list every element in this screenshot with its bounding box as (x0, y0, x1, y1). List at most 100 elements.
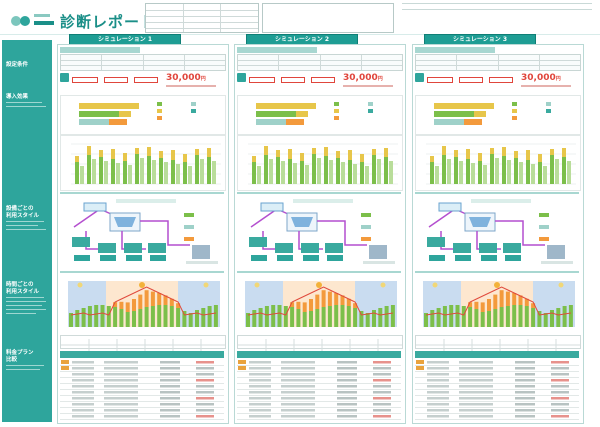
month-bar-light (257, 166, 261, 184)
month-bar-yellow (502, 147, 506, 156)
hour-bar (207, 306, 212, 327)
month-bar-green (111, 159, 115, 184)
hour-bar (81, 308, 86, 327)
month-bar-green (195, 155, 199, 184)
solar-bar (163, 295, 168, 305)
month-bar-green (87, 155, 91, 184)
month-bar-green (384, 157, 388, 184)
hour-bar (132, 311, 136, 327)
device-flow-diagram (415, 197, 579, 269)
solar-bar (468, 302, 473, 307)
month-bar-yellow (87, 146, 91, 155)
hour-bar (430, 310, 435, 327)
hour-bar (315, 309, 320, 327)
month-bar-yellow (550, 149, 554, 155)
month-bar-light (269, 159, 273, 184)
month-bar-yellow (135, 148, 139, 154)
month-bar-green (550, 155, 554, 184)
month-bar-yellow (183, 154, 187, 162)
month-bar-light (471, 163, 475, 184)
hour-bar (271, 305, 276, 327)
hour-bar (182, 311, 187, 327)
site-url (402, 3, 592, 10)
conditions-grid (415, 54, 581, 71)
hour-bar (302, 312, 307, 327)
monthly-bar-chart (415, 135, 581, 191)
month-bar-green (324, 156, 328, 184)
hour-bar (195, 310, 199, 327)
hour-bar (188, 313, 193, 327)
month-bar-light (281, 161, 285, 184)
stacked-bar-chart (415, 95, 581, 135)
house-icon (60, 73, 69, 82)
solar-bar (487, 299, 491, 311)
hour-bar (461, 306, 466, 327)
hour-bar (378, 308, 383, 327)
month-bar-light (459, 161, 463, 184)
month-bar-green (252, 162, 256, 184)
house-icon (237, 73, 246, 82)
solar-bar (315, 294, 320, 309)
plan-table-header (237, 351, 401, 358)
month-bar-yellow (430, 156, 434, 162)
month-bar-green (183, 162, 187, 184)
month-bar-yellow (276, 150, 280, 157)
month-bar-green (312, 154, 316, 184)
month-bar-light (353, 164, 357, 184)
section-device-style-2: 利用スタイル (6, 213, 40, 219)
hour-bar (252, 310, 257, 327)
section-plan-compare-2: 比較 (6, 357, 18, 363)
month-bar-yellow (288, 149, 292, 159)
hour-bar (321, 307, 326, 327)
remarks-box (262, 3, 394, 33)
hour-bar (480, 312, 485, 327)
hour-bar (119, 309, 124, 327)
hourly-usage-chart (60, 275, 224, 333)
annual-saving-value: 30,000円 (521, 73, 561, 83)
hour-bar (75, 310, 80, 327)
month-bar-green (348, 160, 352, 184)
simulation-column: 30,000円 (234, 44, 406, 424)
hour-bar (150, 306, 155, 327)
solar-bar (493, 294, 498, 309)
brand-leaf-icon (11, 16, 30, 26)
hour-bar (346, 306, 351, 327)
hour-bar (455, 305, 460, 327)
section-plan-compare: 料金プラン (6, 350, 34, 356)
hour-bar (436, 308, 441, 327)
conditions-header (237, 47, 317, 53)
hour-bar (390, 305, 395, 327)
month-bar-green (171, 160, 175, 184)
rank-badge (61, 360, 69, 364)
hour-bar (258, 308, 263, 327)
hour-bar (524, 306, 529, 327)
month-bar-green (300, 161, 304, 184)
month-bar-light (365, 166, 369, 184)
hour-bar (449, 305, 454, 327)
month-bar-light (176, 164, 180, 184)
hour-bar (87, 306, 92, 327)
month-bar-light (341, 162, 345, 184)
month-bar-yellow (324, 147, 328, 156)
demand-line (247, 286, 393, 316)
hour-bar (113, 307, 118, 327)
month-bar-yellow (478, 153, 482, 161)
moon-icon (380, 282, 386, 288)
month-bar-green (99, 157, 103, 184)
hour-bar (277, 305, 282, 327)
month-bar-light (92, 159, 96, 184)
hour-bar (512, 305, 517, 327)
month-bar-yellow (442, 146, 446, 155)
time-slot-table (237, 335, 403, 351)
hour-bar (556, 308, 561, 327)
month-bar-green (360, 162, 364, 184)
hour-bar (568, 305, 573, 327)
hour-bar (487, 311, 491, 327)
month-bar-yellow (490, 148, 494, 154)
conditions-header (415, 47, 495, 53)
month-bar-light (531, 164, 535, 184)
conditions-header (60, 47, 140, 53)
month-bar-yellow (195, 149, 199, 155)
simulation-column: 30,000円 (57, 44, 229, 424)
hour-bar (157, 305, 162, 327)
